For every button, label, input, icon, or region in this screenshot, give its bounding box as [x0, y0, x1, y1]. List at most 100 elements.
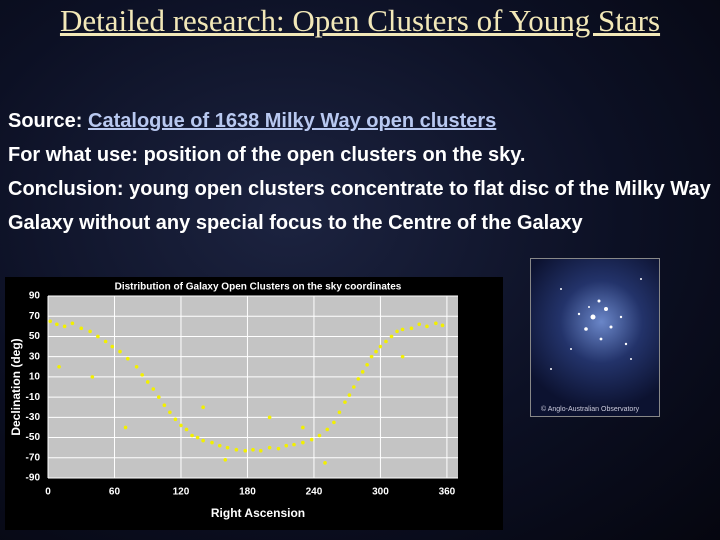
point	[162, 403, 167, 407]
cluster-photo: © Anglo-Australian Observatory	[530, 258, 660, 417]
point	[223, 458, 228, 462]
point	[118, 349, 122, 354]
point	[201, 405, 205, 410]
point	[440, 323, 445, 328]
photo-stars	[550, 278, 642, 370]
x-tick-label: 300	[372, 487, 389, 498]
y-tick-label: -70	[26, 452, 41, 463]
source-link[interactable]: Catalogue of 1638 Milky Way open cluster…	[88, 110, 497, 132]
point	[409, 326, 414, 331]
point	[90, 375, 95, 379]
point	[292, 442, 296, 447]
y-tick-label: -50	[26, 432, 41, 443]
point	[434, 321, 438, 326]
point	[55, 322, 59, 327]
point	[110, 344, 115, 349]
photo-credit: © Anglo-Australian Observatory	[541, 406, 640, 413]
point	[201, 438, 205, 443]
point	[417, 322, 422, 327]
point	[140, 373, 144, 377]
x-tick-label: 60	[109, 487, 121, 498]
y-tick-label: 30	[29, 351, 41, 362]
y-axis-label: Declination (deg)	[9, 338, 23, 435]
point	[125, 356, 130, 361]
point	[284, 443, 289, 448]
conclusion-line: Conclusion: young open clusters concentr…	[8, 178, 711, 234]
plot-area	[48, 296, 458, 478]
source-label: Source:	[8, 110, 83, 132]
point	[301, 440, 305, 445]
point	[425, 324, 429, 329]
point	[395, 329, 399, 334]
point	[400, 354, 405, 359]
point	[360, 370, 365, 374]
point	[123, 425, 128, 430]
point	[234, 447, 239, 452]
point	[157, 395, 161, 399]
point	[267, 415, 272, 420]
y-tick-label: -90	[26, 473, 41, 484]
x-tick-label: 120	[173, 487, 190, 498]
point	[179, 423, 183, 428]
y-tick-label: 50	[29, 331, 41, 342]
point	[96, 334, 100, 339]
point	[145, 380, 150, 384]
point	[243, 448, 248, 453]
x-tick-label: 0	[45, 487, 51, 498]
point	[251, 447, 255, 452]
point	[343, 400, 347, 404]
point	[356, 377, 361, 381]
point	[70, 321, 75, 326]
point	[184, 427, 189, 432]
point	[151, 387, 156, 391]
point	[225, 445, 230, 450]
point	[332, 420, 336, 425]
source-line: Source: Catalogue of 1638 Milky Way open…	[8, 104, 720, 138]
y-tick-label: 70	[29, 311, 41, 322]
slide-body: Source: Catalogue of 1638 Milky Way open…	[8, 104, 720, 240]
point	[369, 354, 374, 359]
chart: Distribution of Galaxy Open Clusters on …	[5, 277, 503, 530]
point	[62, 324, 67, 329]
point	[173, 417, 178, 422]
point	[378, 344, 383, 349]
x-tick-label: 240	[306, 487, 323, 498]
point	[267, 445, 272, 450]
point	[325, 427, 330, 432]
point	[352, 385, 356, 389]
point	[365, 362, 369, 367]
point	[337, 410, 342, 415]
x-tick-label: 180	[239, 487, 256, 498]
point	[195, 435, 200, 440]
point	[347, 393, 352, 397]
point	[258, 448, 263, 453]
point	[168, 410, 172, 415]
y-tick-label: -10	[26, 392, 41, 403]
y-tick-label: 10	[29, 372, 41, 383]
x-tick-label: 360	[439, 487, 456, 498]
point	[57, 364, 61, 369]
chart-title: Distribution of Galaxy Open Clusters on …	[115, 282, 402, 293]
point	[317, 433, 322, 438]
point	[323, 461, 327, 465]
point	[389, 334, 394, 339]
point	[190, 433, 194, 438]
y-tick-label: -30	[26, 412, 41, 423]
x-axis-label: Right Ascension	[211, 506, 305, 520]
point	[217, 443, 222, 448]
point	[79, 326, 84, 331]
point	[134, 364, 139, 369]
point	[374, 349, 378, 354]
point	[210, 440, 214, 445]
point	[88, 329, 92, 334]
point	[400, 327, 405, 332]
y-tick-label: 90	[29, 291, 41, 302]
point	[103, 339, 108, 344]
use-line: For what use: position of the open clust…	[8, 144, 526, 166]
point	[276, 446, 281, 451]
point	[48, 319, 53, 324]
point	[309, 437, 314, 442]
point	[384, 339, 388, 344]
slide-title: Detailed research: Open Clusters of Youn…	[59, 3, 661, 38]
